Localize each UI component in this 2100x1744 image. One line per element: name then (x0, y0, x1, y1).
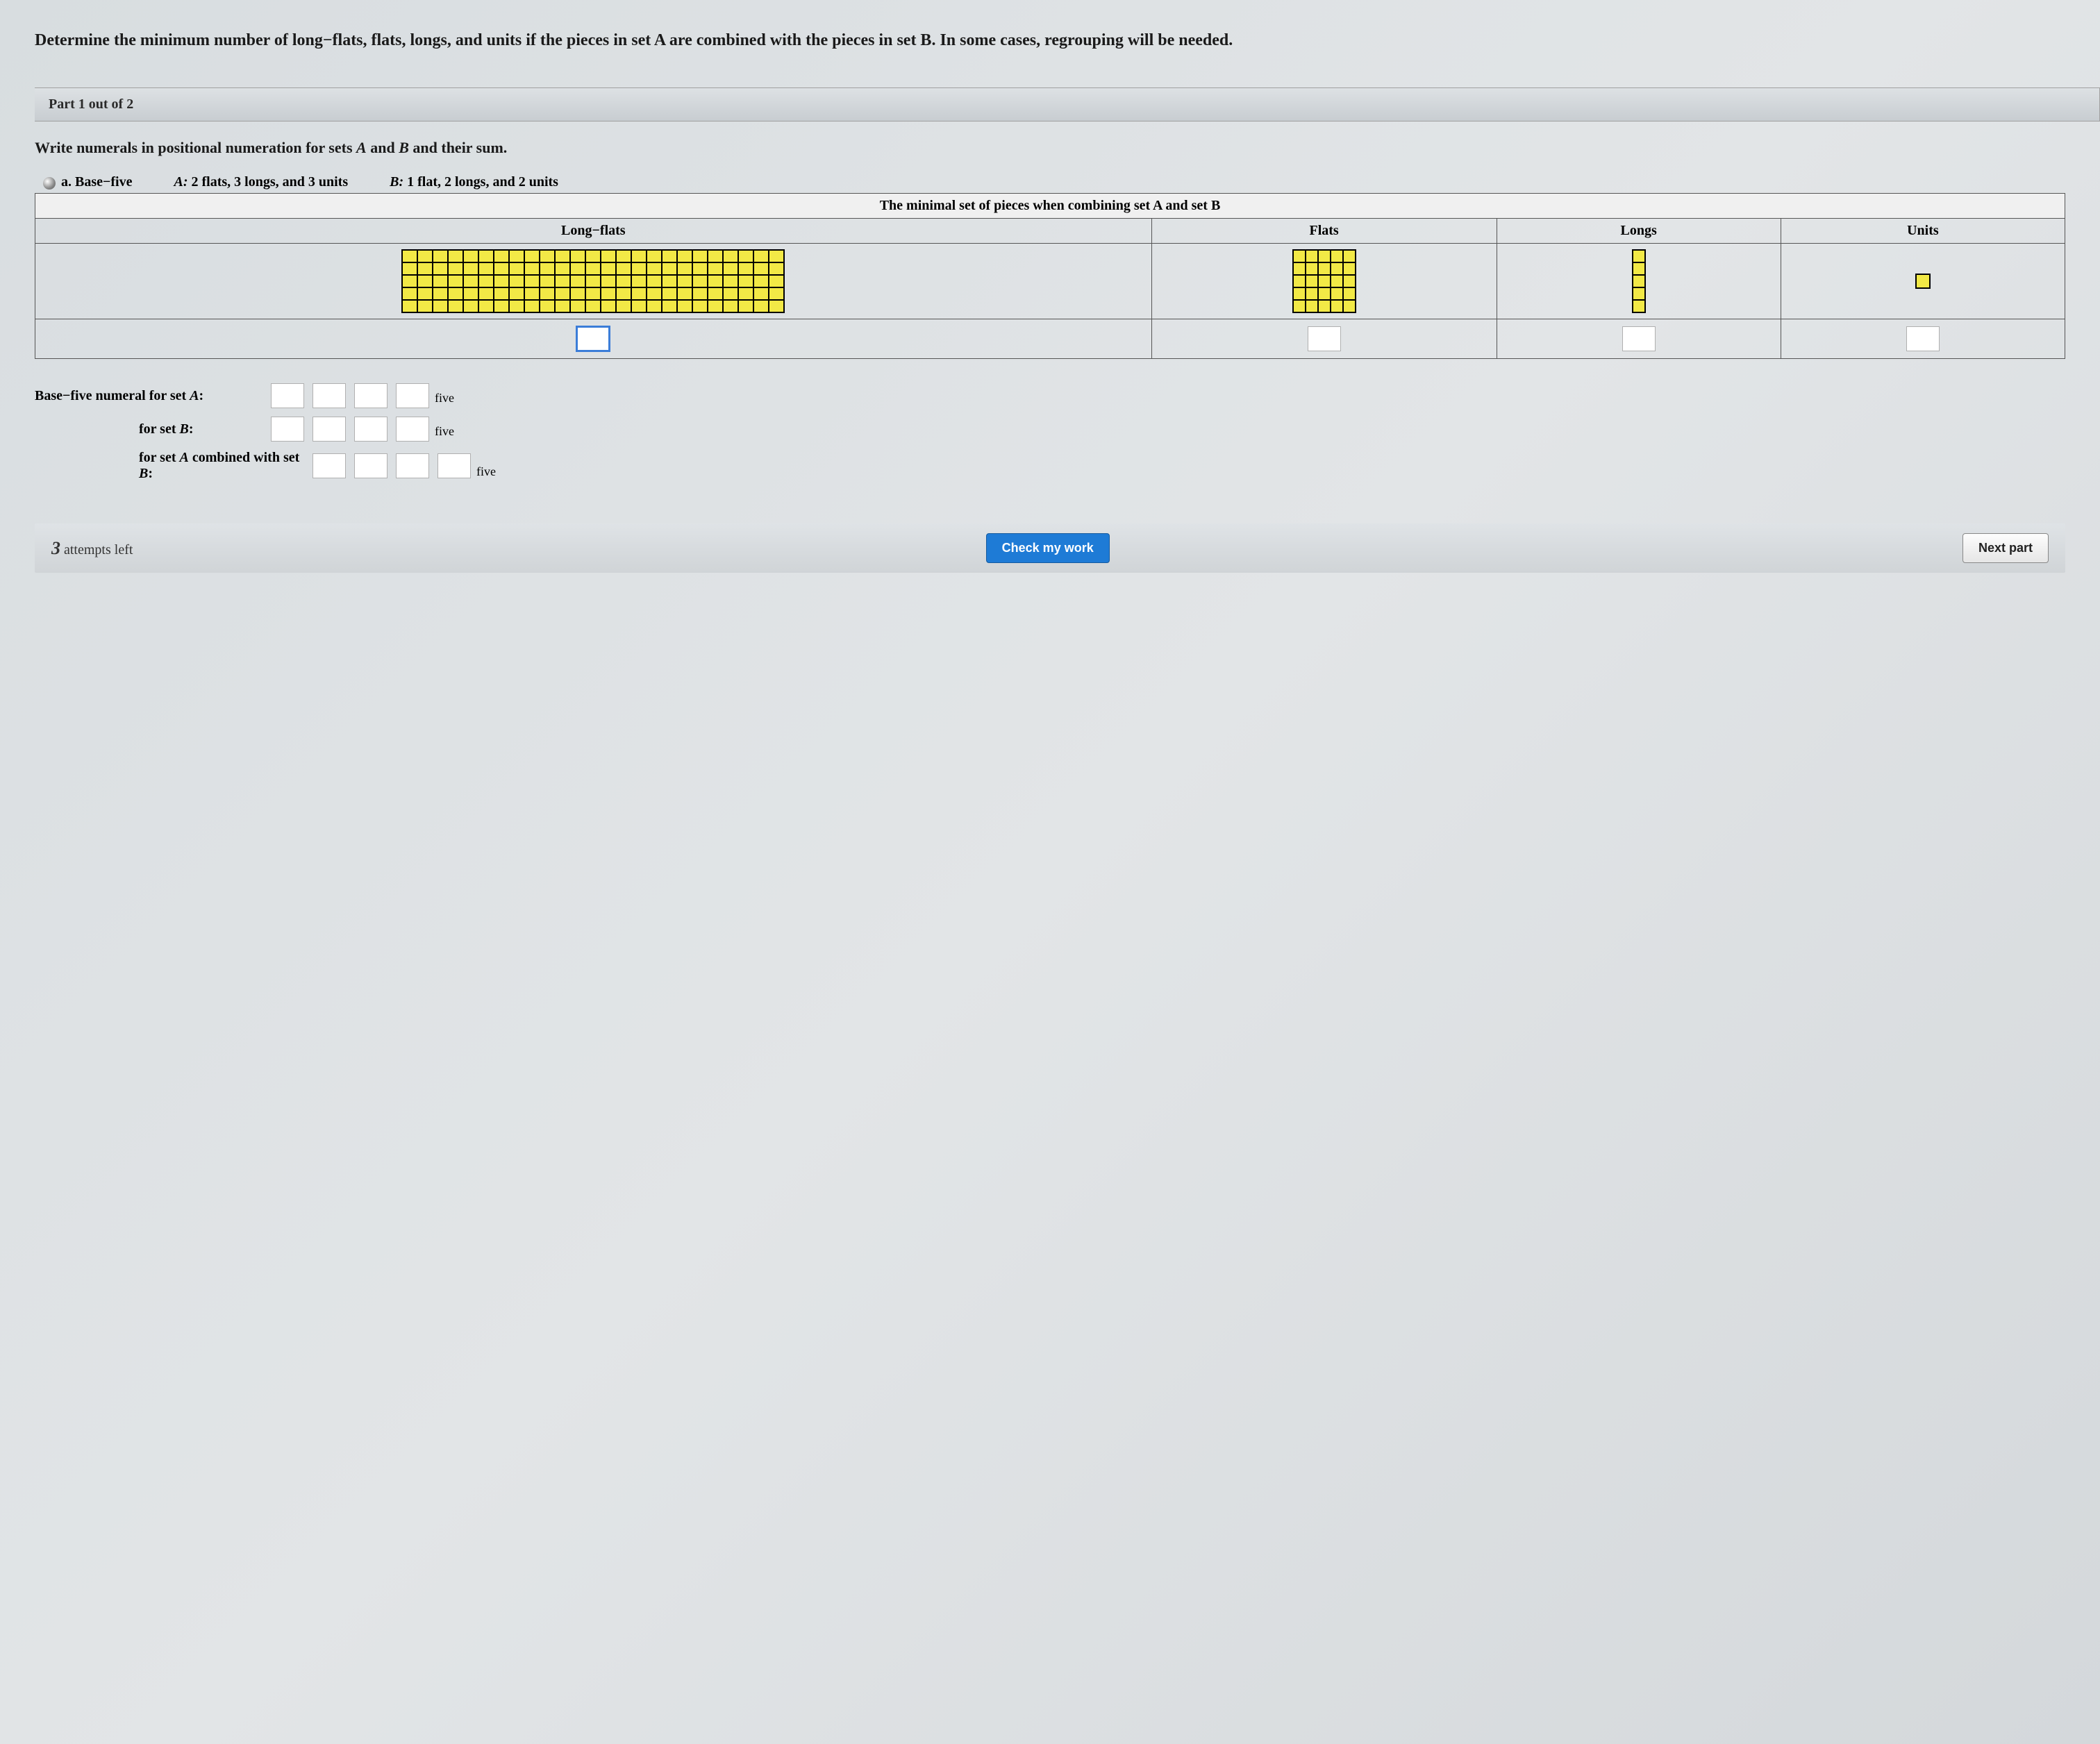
cell-longs-pieces (1497, 244, 1781, 319)
longflats-input[interactable] (576, 326, 610, 351)
problem-header-line: a. Base−five A: 2 flats, 3 longs, and 3 … (58, 174, 2065, 190)
flats-input[interactable] (1308, 326, 1341, 351)
numeral-ab-digit-2[interactable] (396, 453, 429, 478)
footer-bar: 3 attempts left Check my work Next part (35, 523, 2065, 573)
cell-units-pieces (1781, 244, 2065, 319)
numeral-a-digit-3[interactable] (396, 383, 429, 408)
numeral-b-digit-0[interactable] (271, 417, 304, 442)
part-banner: Part 1 out of 2 (35, 87, 2100, 121)
subscript-b: five (435, 424, 454, 442)
numeral-ab-digit-0[interactable] (312, 453, 346, 478)
longs-input[interactable] (1622, 326, 1656, 351)
numeral-row-a: Base−five numeral for set A: five (35, 383, 2065, 408)
set-b-desc: 1 flat, 2 longs, and 2 units (407, 174, 558, 190)
numeral-row-b: for set B: five (35, 417, 2065, 442)
col-flats: Flats (1151, 219, 1497, 244)
subscript-a: five (435, 391, 454, 408)
set-a-label: A: (174, 174, 188, 190)
question-text: Determine the minimum number of long−fla… (35, 28, 2065, 53)
col-longflats: Long−flats (35, 219, 1152, 244)
attempts-text: attempts left (64, 542, 133, 557)
numeral-a-digit-0[interactable] (271, 383, 304, 408)
col-longs: Longs (1497, 219, 1781, 244)
problem-letter: a. (61, 174, 72, 190)
cell-flats-input (1151, 319, 1497, 359)
numeral-b-digit-2[interactable] (354, 417, 388, 442)
numeral-b-digit-3[interactable] (396, 417, 429, 442)
numeral-label-a: Base−five numeral for set A: (35, 388, 271, 404)
attempts-left: 3 attempts left (51, 538, 133, 559)
bullet-icon (43, 177, 56, 190)
set-a-desc: 2 flats, 3 longs, and 3 units (192, 174, 349, 190)
base-label: Base−five (75, 174, 133, 190)
attempts-number: 3 (51, 538, 60, 558)
subscript-ab: five (476, 464, 496, 482)
cell-units-input (1781, 319, 2065, 359)
units-input[interactable] (1906, 326, 1940, 351)
cell-longflats-input (35, 319, 1152, 359)
set-b-label: B: (390, 174, 403, 190)
unit-piece (1915, 274, 1931, 289)
next-part-button[interactable]: Next part (1962, 533, 2049, 563)
cell-flats-pieces (1151, 244, 1497, 319)
col-units: Units (1781, 219, 2065, 244)
numeral-section: Base−five numeral for set A: five for se… (35, 383, 2065, 482)
check-my-work-button[interactable]: Check my work (986, 533, 1110, 563)
numeral-row-ab: for set A combined with set B: five (35, 450, 2065, 482)
numeral-a-digit-2[interactable] (354, 383, 388, 408)
table-caption: The minimal set of pieces when combining… (35, 194, 2065, 219)
cell-longs-input (1497, 319, 1781, 359)
numeral-b-digit-1[interactable] (312, 417, 346, 442)
numeral-ab-digit-1[interactable] (354, 453, 388, 478)
numeral-label-b: for set B: (35, 421, 271, 437)
numeral-a-digit-1[interactable] (312, 383, 346, 408)
pieces-table: The minimal set of pieces when combining… (35, 193, 2065, 359)
subquestion-text: Write numerals in positional numeration … (35, 139, 2065, 157)
numeral-label-ab: for set A combined with set B: (35, 450, 312, 482)
numeral-ab-digit-3[interactable] (438, 453, 471, 478)
cell-longflats-pieces (35, 244, 1152, 319)
